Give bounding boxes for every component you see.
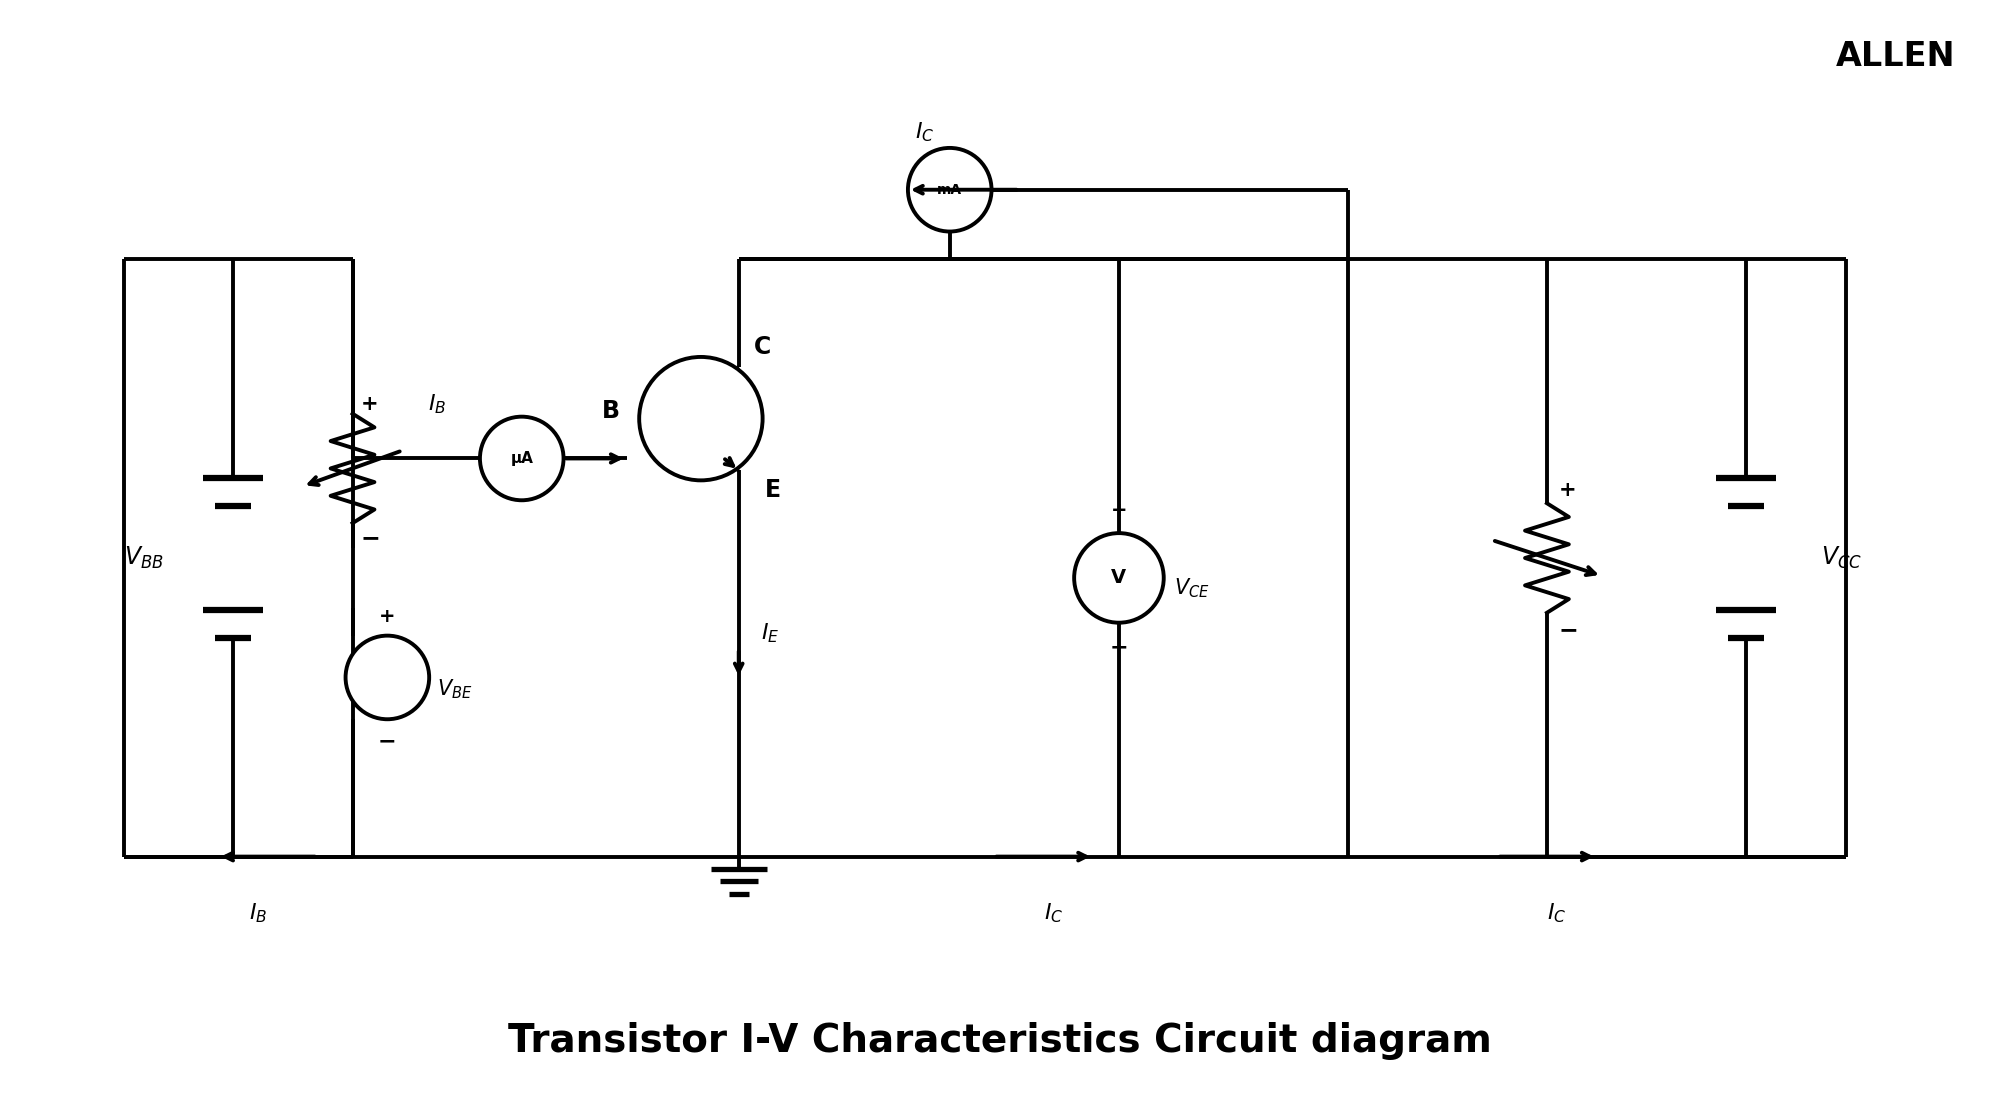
Circle shape: [480, 416, 563, 500]
Text: ALLEN: ALLEN: [1834, 40, 1954, 74]
Text: +: +: [1111, 501, 1127, 520]
Text: $I_B$: $I_B$: [248, 902, 268, 925]
Text: E: E: [763, 479, 781, 502]
Text: C: C: [753, 335, 771, 359]
Text: −: −: [378, 731, 396, 751]
Text: +: +: [360, 394, 378, 414]
Text: $I_C$: $I_C$: [1043, 902, 1063, 925]
Circle shape: [639, 357, 761, 480]
Text: −: −: [1109, 637, 1127, 657]
Text: B: B: [601, 398, 619, 423]
Text: $V_{BB}$: $V_{BB}$: [124, 545, 164, 571]
Circle shape: [907, 148, 991, 231]
Text: $I_C$: $I_C$: [1546, 902, 1566, 925]
Text: −: −: [360, 526, 380, 550]
Text: +: +: [380, 607, 396, 626]
Text: $V_{CE}$: $V_{CE}$: [1173, 576, 1209, 599]
Text: Transistor I-V Characteristics Circuit diagram: Transistor I-V Characteristics Circuit d…: [507, 1022, 1491, 1060]
Text: μA: μA: [509, 451, 533, 466]
Text: $I_B$: $I_B$: [428, 392, 446, 415]
Text: +: +: [1558, 480, 1576, 500]
Text: $V_{CC}$: $V_{CC}$: [1820, 545, 1860, 571]
Circle shape: [1073, 533, 1163, 623]
Text: $V_{BE}$: $V_{BE}$: [438, 677, 472, 701]
Text: $I_C$: $I_C$: [915, 121, 933, 144]
Text: $I_E$: $I_E$: [761, 622, 779, 645]
Circle shape: [346, 636, 430, 719]
Text: −: −: [1558, 617, 1578, 642]
Text: mA: mA: [937, 183, 961, 196]
Text: V: V: [1111, 568, 1127, 587]
